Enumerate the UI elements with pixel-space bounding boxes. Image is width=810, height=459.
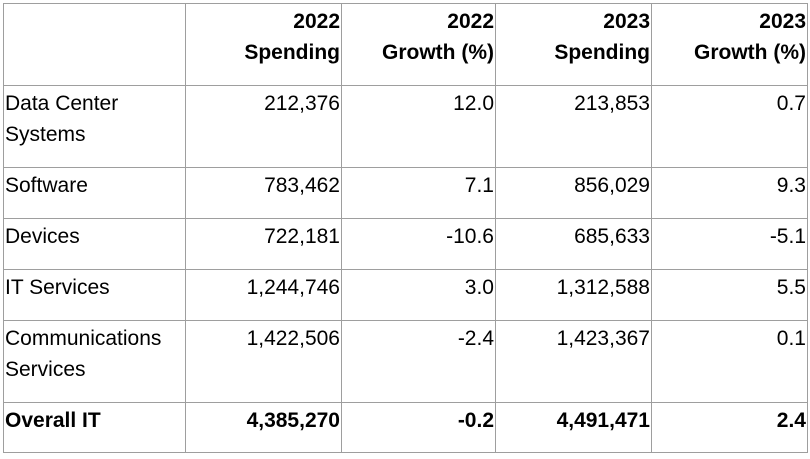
table-row: Devices 722,181 -10.6 685,633 -5.1 — [3, 218, 808, 270]
row-label: Communications Services — [3, 320, 186, 403]
cell-2022-growth: -10.6 — [341, 218, 496, 270]
header-2022-growth: 2022 Growth (%) — [341, 3, 496, 86]
cell-2023-growth: 0.1 — [651, 320, 808, 403]
cell-2023-growth: 5.5 — [651, 269, 808, 321]
cell-2022-spending: 783,462 — [185, 167, 342, 219]
cell-2023-spending: 685,633 — [495, 218, 652, 270]
cell-2023-growth: 0.7 — [651, 85, 808, 168]
cell-2022-spending: 722,181 — [185, 218, 342, 270]
table-row: Software 783,462 7.1 856,029 9.3 — [3, 167, 808, 219]
cell-2023-spending: 213,853 — [495, 85, 652, 168]
cell-2022-spending: 1,422,506 — [185, 320, 342, 403]
cell-2023-growth: -5.1 — [651, 218, 808, 270]
table-row: Data Center Systems 212,376 12.0 213,853 … — [3, 85, 808, 168]
cell-2023-growth: 9.3 — [651, 167, 808, 219]
total-row: Overall IT 4,385,270 -0.2 4,491,471 2.4 — [3, 402, 808, 453]
row-label: Devices — [3, 218, 186, 270]
cell-2023-spending: 1,312,588 — [495, 269, 652, 321]
total-2023-spending: 4,491,471 — [495, 402, 652, 453]
cell-2022-growth: 3.0 — [341, 269, 496, 321]
row-label: Software — [3, 167, 186, 219]
it-spending-table: 2022 Spending 2022 Growth (%) 2023 Spending… — [3, 3, 808, 453]
total-2022-spending: 4,385,270 — [185, 402, 342, 453]
table-row: Communications Services 1,422,506 -2.4 1,… — [3, 320, 808, 403]
row-label: Data Center Systems — [3, 85, 186, 168]
total-label: Overall IT — [3, 402, 186, 453]
cell-2023-spending: 1,423,367 — [495, 320, 652, 403]
total-2022-growth: -0.2 — [341, 402, 496, 453]
cell-2023-spending: 856,029 — [495, 167, 652, 219]
header-2023-spending: 2023 Spending — [495, 3, 652, 86]
cell-2022-growth: -2.4 — [341, 320, 496, 403]
header-2022-spending: 2022 Spending — [185, 3, 342, 86]
cell-2022-spending: 212,376 — [185, 85, 342, 168]
cell-2022-growth: 7.1 — [341, 167, 496, 219]
cell-2022-spending: 1,244,746 — [185, 269, 342, 321]
total-2023-growth: 2.4 — [651, 402, 808, 453]
table-row: IT Services 1,244,746 3.0 1,312,588 5.5 — [3, 269, 808, 321]
header-cell-empty — [3, 3, 186, 86]
table-header-row: 2022 Spending 2022 Growth (%) 2023 Spending… — [3, 3, 808, 86]
cell-2022-growth: 12.0 — [341, 85, 496, 168]
row-label: IT Services — [3, 269, 186, 321]
header-2023-growth: 2023 Growth (%) — [651, 3, 808, 86]
